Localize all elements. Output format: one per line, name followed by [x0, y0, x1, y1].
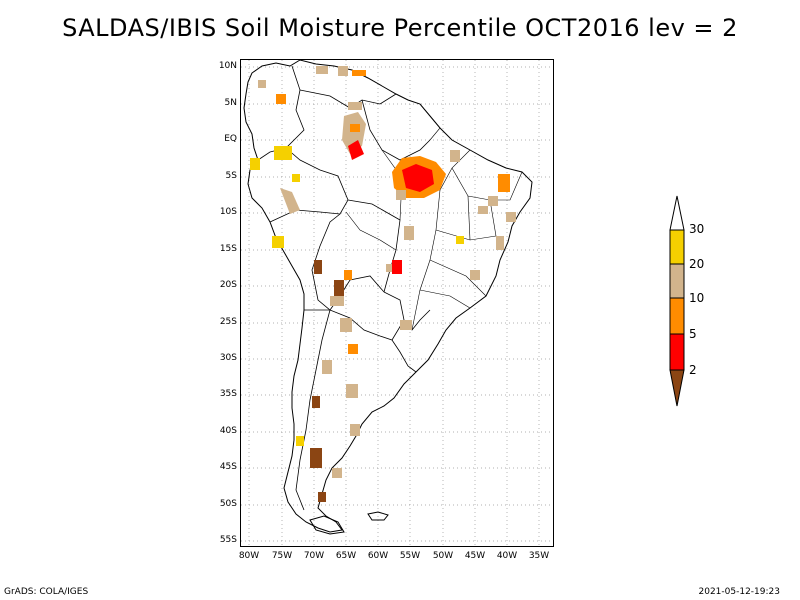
lat-label-5n: 5N	[224, 98, 237, 108]
lat-label-5s: 5S	[225, 171, 237, 181]
lon-label-65w: 65W	[335, 551, 357, 561]
footer-credit: GrADS: COLA/IGES	[4, 587, 89, 597]
legend-swatch-above-30	[669, 195, 685, 231]
legend-label-30: 30	[689, 222, 705, 236]
legend-swatch-2-5	[669, 333, 685, 371]
lat-label-30s: 30S	[219, 353, 237, 363]
legend-swatch-10-20	[669, 263, 685, 299]
lon-label-70w: 70W	[303, 551, 325, 561]
legend-swatch-below-2	[669, 369, 685, 407]
lat-label-55s: 55S	[219, 535, 237, 545]
legend-label-10: 10	[689, 291, 705, 305]
lon-label-35w: 35W	[528, 551, 550, 561]
map-title: SALDAS/IBIS Soil Moisture Percentile OCT…	[62, 14, 738, 42]
falklands-outline	[367, 511, 389, 521]
lat-label-10n: 10N	[218, 61, 237, 71]
lon-label-60w: 60W	[367, 551, 389, 561]
lon-label-80w: 80W	[238, 551, 260, 561]
legend-label-5: 5	[689, 327, 697, 341]
lat-label-40s: 40S	[219, 426, 237, 436]
percentile-patches	[250, 66, 516, 502]
lat-label-10s: 10S	[219, 207, 237, 217]
legend-label-2: 2	[689, 363, 697, 377]
lat-label-35s: 35S	[219, 389, 237, 399]
state-borders	[345, 103, 523, 331]
lat-label-15s: 15S	[219, 244, 237, 254]
lon-label-50w: 50W	[432, 551, 454, 561]
legend-swatch-20-30	[669, 229, 685, 265]
legend-label-20: 20	[689, 257, 705, 271]
lon-label-40w: 40W	[496, 551, 518, 561]
lat-label-eq: EQ	[224, 134, 237, 144]
lon-label-75w: 75W	[271, 551, 293, 561]
lon-label-55w: 55W	[399, 551, 421, 561]
lat-label-50s: 50S	[219, 499, 237, 509]
lat-label-20s: 20S	[219, 280, 237, 290]
lat-label-45s: 45S	[219, 462, 237, 472]
tierra-del-fuego-outline	[309, 515, 345, 535]
footer-timestamp: 2021-05-12-19:23	[698, 587, 781, 597]
legend-swatch-5-10	[669, 297, 685, 335]
legend-colorbar	[669, 195, 685, 407]
lon-label-45w: 45W	[464, 551, 486, 561]
continent-outline	[243, 59, 533, 533]
lat-label-25s: 25S	[219, 317, 237, 327]
